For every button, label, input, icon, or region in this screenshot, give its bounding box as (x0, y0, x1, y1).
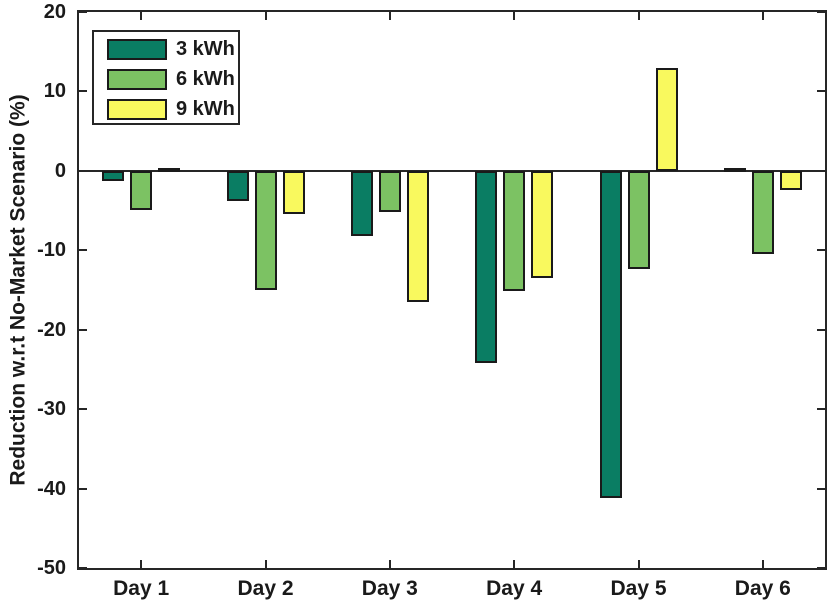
y-tick-label--30: -30 (37, 398, 66, 421)
legend-label-6-kwh: 6 kWh (176, 68, 235, 90)
y-tick-label-20: 20 (43, 1, 66, 23)
y-tick-label-10: 10 (43, 80, 66, 103)
bar-6-kwh-day-3 (378, 170, 401, 213)
legend-entry-3-kwh: 3 kWh (107, 39, 238, 60)
bar-9-kwh-day-1 (158, 167, 181, 172)
x-tick-top-day-6 (761, 12, 764, 20)
y-tick-label--10: -10 (37, 239, 66, 262)
x-tick-bottom-day-5 (637, 560, 640, 568)
bar-6-kwh-day-4 (503, 170, 526, 291)
x-tick-top-day-4 (513, 12, 516, 20)
y-tick-label-0: 0 (54, 159, 66, 182)
bar-3-kwh-day-6 (723, 167, 746, 172)
y-tick-right-10 (817, 90, 825, 93)
y-tick-right--10 (817, 249, 825, 252)
bar-9-kwh-day-6 (779, 170, 802, 190)
x-tick-label-day-4: Day 4 (486, 577, 543, 600)
bar-6-kwh-day-6 (751, 170, 774, 255)
y-tick-left--10 (79, 249, 87, 252)
zero-axis-line (79, 169, 825, 172)
y-tick-left--50 (79, 567, 87, 569)
x-tick-top-day-2 (264, 12, 267, 20)
y-axis-title: Reduction w.r.t No-Market Scenario (%) (6, 94, 30, 486)
legend-label-3-kwh: 3 kWh (176, 38, 235, 60)
x-tick-label-day-2: Day 2 (237, 577, 294, 600)
y-tick-right--30 (817, 408, 825, 411)
legend-swatch-9-kwh (107, 99, 167, 120)
bar-3-kwh-day-4 (475, 170, 498, 364)
y-tick-right-20 (817, 11, 825, 13)
bar-3-kwh-day-1 (102, 170, 125, 182)
y-tick-left--20 (79, 328, 87, 331)
bar-3-kwh-day-5 (599, 170, 622, 499)
x-tick-top-day-3 (388, 12, 391, 20)
legend-label-9-kwh: 9 kWh (176, 98, 235, 120)
y-tick-right--50 (817, 567, 825, 569)
y-tick-right--40 (817, 487, 825, 490)
y-tick-left-0 (79, 169, 87, 172)
x-tick-bottom-day-3 (388, 560, 391, 568)
bar-3-kwh-day-2 (226, 170, 249, 202)
bar-9-kwh-day-2 (282, 170, 305, 214)
x-tick-top-day-5 (637, 12, 640, 20)
x-tick-label-day-1: Day 1 (113, 577, 170, 600)
bar-9-kwh-day-3 (406, 170, 429, 302)
bar-9-kwh-day-4 (531, 170, 554, 279)
y-tick-right--20 (817, 328, 825, 331)
bar-6-kwh-day-5 (627, 170, 650, 269)
x-tick-label-day-6: Day 6 (734, 577, 791, 600)
x-tick-bottom-day-4 (513, 560, 516, 568)
x-tick-bottom-day-6 (761, 560, 764, 568)
y-tick-right-0 (817, 169, 825, 172)
legend-swatch-6-kwh (107, 69, 167, 90)
y-tick-left--40 (79, 487, 87, 490)
legend-entry-9-kwh: 9 kWh (107, 99, 238, 120)
legend-entry-6-kwh: 6 kWh (107, 69, 238, 90)
x-tick-top-day-1 (140, 12, 143, 20)
bar-9-kwh-day-5 (655, 67, 678, 171)
x-tick-bottom-day-1 (140, 560, 143, 568)
bar-3-kwh-day-3 (350, 170, 373, 236)
y-tick-label--40: -40 (37, 477, 66, 500)
legend: 3 kWh 6 kWh 9 kWh (92, 30, 240, 125)
y-tick-label--20: -20 (37, 318, 66, 341)
bar-6-kwh-day-1 (130, 170, 153, 210)
y-tick-label--50: -50 (37, 557, 66, 579)
x-tick-label-day-3: Day 3 (361, 577, 418, 600)
y-tick-left--30 (79, 408, 87, 411)
y-tick-left-20 (79, 11, 87, 13)
x-tick-label-day-5: Day 5 (610, 577, 667, 600)
y-tick-left-10 (79, 90, 87, 93)
bar-6-kwh-day-2 (254, 170, 277, 290)
x-tick-bottom-day-2 (264, 560, 267, 568)
legend-swatch-3-kwh (107, 39, 167, 60)
